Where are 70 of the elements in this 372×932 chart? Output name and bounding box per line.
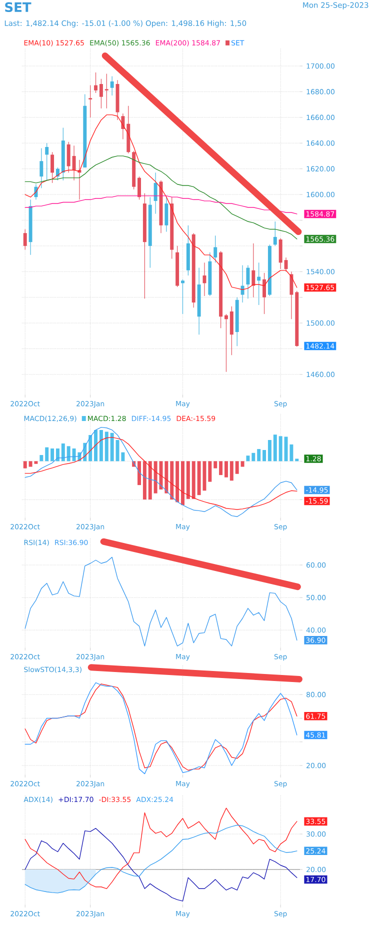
bar xyxy=(45,447,49,462)
candlestick xyxy=(88,84,92,118)
candlestick xyxy=(23,228,27,250)
bar xyxy=(154,461,158,494)
candlestick xyxy=(284,257,288,272)
bar xyxy=(56,448,60,462)
bar xyxy=(219,461,223,476)
bar xyxy=(164,461,168,494)
bar xyxy=(230,461,234,481)
candlestick xyxy=(257,262,261,306)
candlestick xyxy=(110,76,114,96)
bar xyxy=(176,461,180,502)
bar xyxy=(252,452,256,462)
bar xyxy=(170,461,174,500)
line-series xyxy=(24,556,298,646)
candlestick xyxy=(290,271,294,320)
bar xyxy=(262,450,266,462)
candlestick xyxy=(40,148,44,188)
candlestick xyxy=(45,142,49,181)
candlestick xyxy=(230,306,234,356)
candlestick xyxy=(202,262,206,296)
bar xyxy=(138,461,141,486)
bar xyxy=(246,456,250,462)
candlestick xyxy=(214,235,218,263)
bar xyxy=(110,432,114,462)
bar xyxy=(186,461,190,499)
candlestick xyxy=(138,176,141,200)
bar xyxy=(214,461,218,468)
candlestick xyxy=(121,113,125,140)
bar xyxy=(224,461,228,478)
candlestick xyxy=(104,73,108,109)
candlestick xyxy=(273,221,277,246)
bar xyxy=(257,449,261,462)
candlestick xyxy=(154,172,158,214)
bar xyxy=(268,440,272,462)
candlestick xyxy=(246,264,250,299)
bar xyxy=(66,446,70,462)
line-series xyxy=(24,808,298,890)
candlestick xyxy=(224,314,228,372)
candlestick xyxy=(50,152,54,184)
bar xyxy=(88,434,92,462)
bar xyxy=(23,461,27,468)
bar xyxy=(278,436,282,462)
bar xyxy=(240,461,244,467)
bar xyxy=(50,448,54,462)
bar xyxy=(208,461,212,482)
candlestick xyxy=(252,243,256,298)
candlestick xyxy=(164,196,168,232)
candlestick xyxy=(94,72,98,94)
candlestick xyxy=(99,78,103,109)
bar xyxy=(121,452,125,462)
bar xyxy=(104,432,108,462)
bar xyxy=(295,458,299,462)
bar xyxy=(192,461,196,499)
bar xyxy=(180,461,184,506)
bar xyxy=(273,434,277,462)
bar xyxy=(99,430,103,462)
candlestick xyxy=(240,264,244,303)
bar xyxy=(61,443,65,462)
bar xyxy=(148,461,152,500)
bar xyxy=(235,461,239,474)
candlestick xyxy=(278,238,282,270)
bar xyxy=(94,430,98,462)
bar xyxy=(142,461,146,500)
candlestick xyxy=(180,279,184,314)
chart-title: SET xyxy=(5,2,32,12)
candlestick xyxy=(262,272,266,314)
bar xyxy=(40,455,44,462)
candlestick xyxy=(66,142,70,173)
candlestick xyxy=(72,145,76,181)
